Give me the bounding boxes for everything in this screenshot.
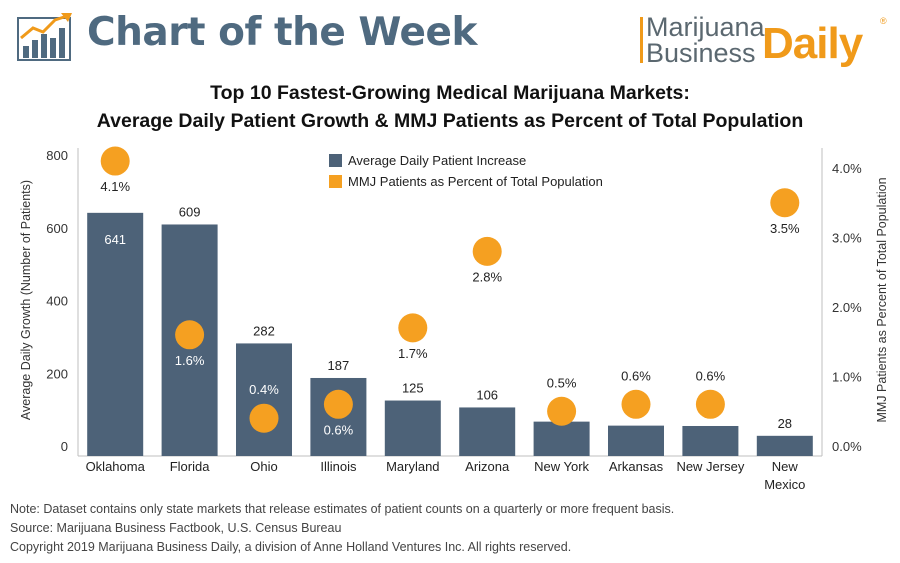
y-right-tick-label: 2.0% — [832, 300, 862, 315]
dot — [547, 396, 577, 426]
dot — [695, 389, 725, 419]
y-tick-label: 400 — [46, 294, 68, 309]
chart-title: Top 10 Fastest-Growing Medical Marijuana… — [210, 82, 690, 104]
bar — [756, 435, 813, 456]
source-text: Source: Marijuana Business Factbook, U.S… — [10, 521, 342, 535]
chart-axes: 0 200 400 600 800 0.0% 1.0% 2.0% 3.0% 4.0% Average… — [19, 148, 889, 457]
brand-registered-mark: ® — [880, 16, 887, 26]
bar — [384, 400, 441, 456]
dot — [472, 236, 502, 266]
x-tick-label: Florida — [170, 459, 211, 474]
dot-value-label: 1.7% — [398, 346, 428, 361]
legend: Average Daily Patient Increase MMJ Patien… — [329, 153, 603, 189]
copyright-text: Copyright 2019 Marijuana Business Daily,… — [10, 540, 572, 554]
y-right-tick-label: 3.0% — [832, 231, 862, 246]
dot — [398, 313, 428, 343]
dot-value-label: 0.6% — [621, 368, 651, 383]
dot-value-label: 2.8% — [472, 269, 502, 284]
x-tick-label: Mexico — [764, 477, 805, 492]
bar — [682, 425, 739, 456]
bar-value-label: 125 — [402, 381, 424, 396]
brand-bar — [640, 17, 643, 63]
x-tick-label: New York — [534, 459, 589, 474]
y-right-tick-label: 4.0% — [832, 161, 862, 176]
x-tick-labels: Oklahoma Florida Ohio Illinois Maryland Arizo… — [86, 459, 806, 492]
x-tick-label: New — [772, 459, 799, 474]
bar-value-label: 28 — [778, 416, 792, 431]
bar-value-label: 641 — [104, 232, 126, 247]
bar-value-label: 609 — [179, 204, 201, 219]
brand-line2: Business — [646, 38, 756, 68]
x-tick-label: Arkansas — [609, 459, 664, 474]
page-title: Chart of the Week — [87, 10, 477, 55]
legend-swatch-bars — [329, 154, 342, 167]
y-tick-label: 200 — [46, 366, 68, 381]
brand-line1: Marijuana — [646, 12, 765, 42]
dot-labels: 4.1% 1.6% 0.4% 0.6% 1.7% 2.8% 0.5% 0.6% 0.6% 3.5% — [100, 179, 800, 437]
bar-value-label: 282 — [253, 323, 275, 338]
x-tick-label: New Jersey — [676, 459, 744, 474]
brand-daily: Daily — [762, 19, 863, 68]
x-tick-label: Illinois — [320, 459, 357, 474]
y-tick-label: 600 — [46, 221, 68, 236]
brand-logo: Marijuana Business Daily ® — [640, 12, 890, 68]
dot-value-label: 1.6% — [175, 353, 205, 368]
dot — [323, 389, 353, 419]
x-tick-label: Maryland — [386, 459, 439, 474]
dot-value-label: 0.6% — [324, 422, 354, 437]
dot — [175, 320, 205, 350]
dot — [621, 389, 651, 419]
bar — [236, 343, 292, 456]
dot — [249, 403, 279, 433]
dot-value-label: 0.6% — [696, 368, 726, 383]
chart-subtitle: Average Daily Patient Growth & MMJ Patie… — [96, 110, 804, 132]
dot-series — [100, 146, 800, 433]
legend-swatch-dots — [329, 175, 342, 188]
y-tick-label: 800 — [46, 148, 68, 163]
y-right-tick-label: 0.0% — [832, 439, 862, 454]
y-tick-label: 0 — [61, 439, 68, 454]
dot-value-label: 3.5% — [770, 221, 800, 236]
notes: Note: Dataset contains only state market… — [10, 500, 674, 557]
dot — [770, 188, 800, 218]
bar-value-label: 187 — [328, 358, 350, 373]
x-tick-label: Ohio — [250, 459, 277, 474]
bar — [87, 212, 144, 456]
legend-label-dots: MMJ Patients as Percent of Total Populat… — [348, 174, 603, 189]
legend-label-bars: Average Daily Patient Increase — [348, 153, 526, 168]
x-tick-label: Arizona — [465, 459, 510, 474]
bar — [608, 425, 664, 456]
dot-value-label: 0.4% — [249, 382, 279, 397]
dot-value-label: 0.5% — [547, 375, 577, 390]
bar-value-label: 106 — [476, 387, 498, 402]
y-axis-label: Average Daily Growth (Number of Patients… — [19, 180, 33, 420]
bar — [533, 421, 590, 456]
note-text: Note: Dataset contains only state market… — [10, 502, 675, 516]
x-tick-label: Oklahoma — [86, 459, 146, 474]
dot — [100, 146, 130, 176]
bar-series — [87, 212, 813, 456]
chart-logo-icon — [17, 13, 72, 61]
bar — [459, 407, 516, 456]
y-right-tick-label: 1.0% — [832, 370, 862, 385]
dot-value-label: 4.1% — [100, 179, 130, 194]
y-right-axis-label: MMJ Patients as Percent of Total Populat… — [875, 177, 889, 422]
